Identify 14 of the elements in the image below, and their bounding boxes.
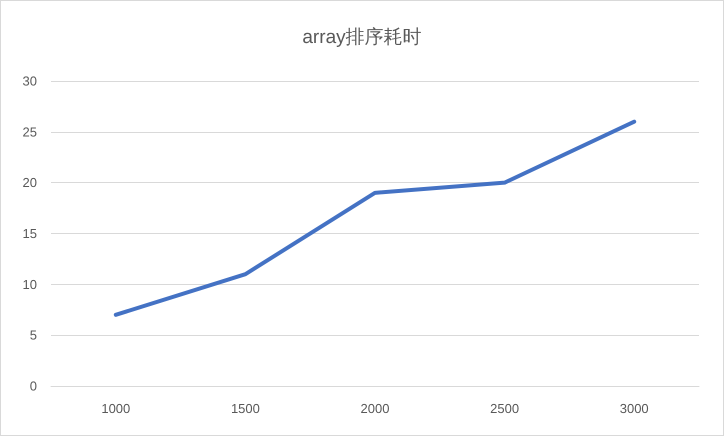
x-tick-label: 2500 [490, 401, 520, 416]
chart-title: array排序耗时 [302, 26, 422, 48]
y-tick-label: 10 [22, 276, 37, 292]
x-tick-label: 1500 [230, 401, 260, 416]
x-tick-label: 3000 [620, 401, 649, 416]
y-tick-label: 20 [22, 175, 37, 190]
y-tick-label: 5 [30, 328, 37, 343]
y-tick-label: 30 [22, 74, 37, 88]
y-tick-label: 15 [22, 226, 37, 241]
line-series [114, 120, 636, 317]
x-tick-label: 2000 [360, 401, 390, 416]
y-tick-label: 0 [30, 378, 37, 394]
x-tick-label: 1000 [101, 401, 130, 416]
y-tick-label: 25 [22, 124, 37, 140]
